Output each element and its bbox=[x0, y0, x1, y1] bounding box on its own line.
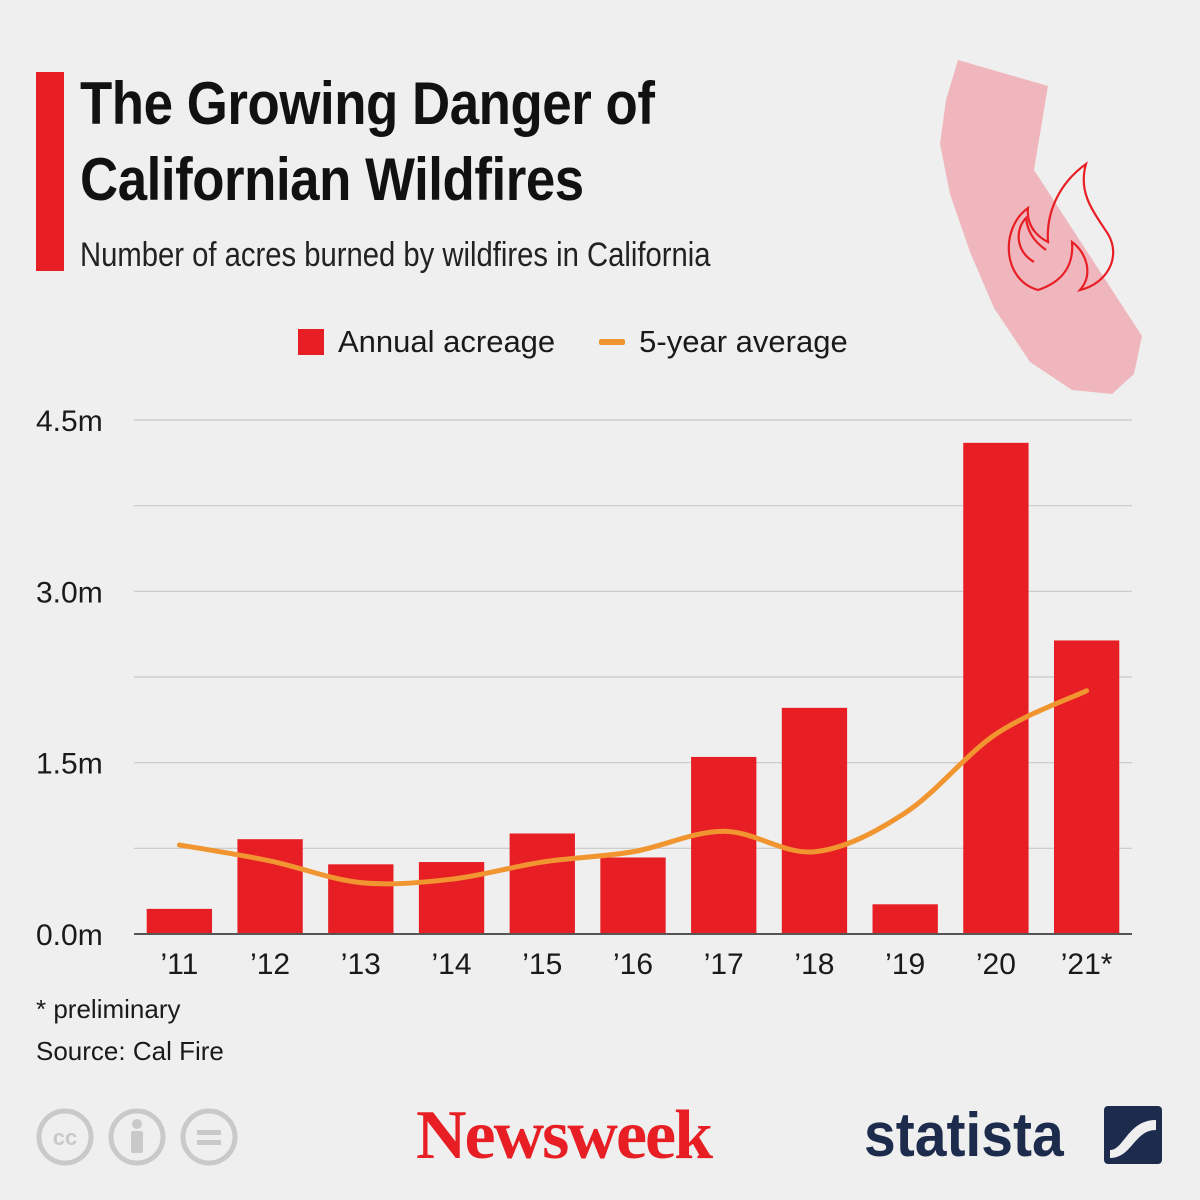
cc-icon: cc bbox=[36, 1108, 94, 1166]
x-tick-label: ’16 bbox=[613, 948, 653, 981]
x-tick-label: ’17 bbox=[704, 948, 744, 981]
newsweek-logo: Newsweek bbox=[416, 1097, 713, 1174]
average-line bbox=[176, 688, 1090, 887]
bar bbox=[509, 833, 575, 934]
y-tick-label: 3.0m bbox=[36, 576, 103, 609]
x-tick-label: ’19 bbox=[885, 948, 925, 981]
bar bbox=[600, 857, 666, 934]
attribution-icon bbox=[108, 1108, 166, 1166]
california-map-icon bbox=[940, 60, 1142, 394]
x-tick-label: ’11 bbox=[160, 948, 198, 981]
statista-logo-icon bbox=[1104, 1106, 1162, 1164]
chart-legend: Annual acreage 5-year average bbox=[298, 322, 892, 362]
bar bbox=[872, 904, 938, 934]
legend-label-bar: Annual acreage bbox=[338, 324, 556, 359]
y-tick-label: 4.5m bbox=[36, 405, 103, 438]
statista-logo-text: statista bbox=[864, 1101, 1064, 1170]
chart-subtitle: Number of acres burned by wildfires in C… bbox=[80, 236, 711, 274]
bar bbox=[418, 862, 485, 934]
bar bbox=[237, 839, 303, 934]
svg-text:cc: cc bbox=[53, 1125, 77, 1150]
y-tick-label: 1.5m bbox=[36, 748, 103, 781]
no-derivatives-icon bbox=[180, 1108, 238, 1166]
title-accent-bar bbox=[36, 72, 64, 271]
legend-swatch-bar bbox=[298, 329, 324, 355]
footnote: * preliminary bbox=[36, 994, 181, 1024]
legend-swatch-line bbox=[599, 339, 626, 345]
x-tick-label: ’20 bbox=[976, 948, 1016, 981]
x-tick-label: ’13 bbox=[341, 948, 381, 981]
chart-title: The Growing Danger of Californian Wildfi… bbox=[80, 70, 655, 213]
bar bbox=[781, 707, 848, 934]
legend-item-bars: Annual acreage bbox=[298, 324, 555, 360]
y-tick-label: 0.0m bbox=[36, 919, 103, 952]
bar bbox=[963, 442, 1029, 934]
bar bbox=[1053, 640, 1120, 934]
bar bbox=[146, 908, 213, 934]
x-tick-label: ’14 bbox=[432, 948, 472, 981]
legend-item-line: 5-year average bbox=[599, 324, 848, 360]
flame-icon bbox=[1007, 161, 1115, 292]
x-tick-label: ’21* bbox=[1061, 948, 1113, 981]
x-tick-label: ’18 bbox=[794, 948, 834, 981]
legend-label-line: 5-year average bbox=[639, 324, 848, 359]
x-tick-label: ’15 bbox=[522, 948, 562, 981]
bar bbox=[691, 756, 757, 934]
license-icons: cc bbox=[36, 1108, 252, 1166]
bar-chart: 0.0m 1.5m 3.0m 4.5m ’11 ’12 ’13 ’14 ’15 ’16 ’17 ’18… bbox=[36, 405, 1132, 981]
bar bbox=[328, 864, 394, 934]
source-note: Source: Cal Fire bbox=[36, 1036, 224, 1066]
x-tick-label: ’12 bbox=[250, 948, 290, 981]
